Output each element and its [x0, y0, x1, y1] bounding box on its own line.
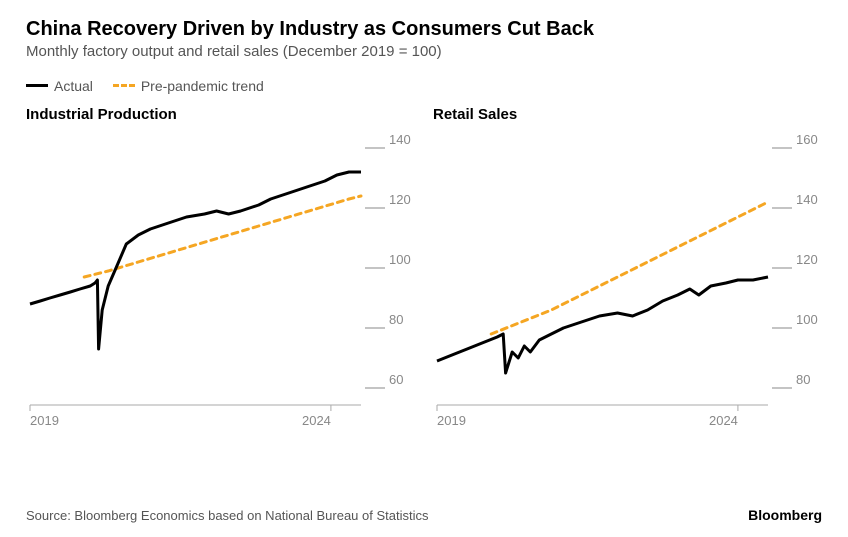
- ytick-label: 160: [796, 132, 818, 147]
- panels-row: Industrial Production 60 80 100 120 140 2019 2…: [26, 106, 822, 429]
- series-trend: [84, 196, 361, 277]
- ytick-label: 140: [796, 192, 818, 207]
- panel-industrial: Industrial Production 60 80 100 120 140 2019 2…: [26, 106, 415, 429]
- brand-label: Bloomberg: [748, 507, 822, 523]
- xtick-label: 2019: [30, 413, 59, 428]
- chart-title: China Recovery Driven by Industry as Con…: [26, 18, 822, 41]
- xtick-label: 2019: [437, 413, 466, 428]
- ytick-label: 100: [796, 312, 818, 327]
- xtick-label: 2024: [709, 413, 738, 428]
- chart-industrial: 60 80 100 120 140 2019 2024: [26, 129, 415, 429]
- series-actual: [30, 172, 361, 349]
- chart-svg-retail: 80 100 120 140 160 2019 2024: [433, 129, 822, 429]
- panel-title-industrial: Industrial Production: [26, 106, 415, 123]
- legend: Actual Pre-pandemic trend: [26, 74, 822, 94]
- panel-retail: Retail Sales 80 100 120 140 160 2019 2024: [433, 106, 822, 429]
- legend-swatch-actual: [26, 84, 48, 87]
- chart-retail: 80 100 120 140 160 2019 2024: [433, 129, 822, 429]
- legend-label-actual: Actual: [54, 78, 93, 94]
- ytick-label: 140: [389, 132, 411, 147]
- chart-subtitle: Monthly factory output and retail sales …: [26, 43, 822, 60]
- legend-item-trend: Pre-pandemic trend: [113, 78, 264, 94]
- ytick-label: 100: [389, 252, 411, 267]
- xtick-label: 2024: [302, 413, 331, 428]
- source-text: Source: Bloomberg Economics based on Nat…: [26, 508, 429, 523]
- ytick-label: 60: [389, 372, 403, 387]
- legend-label-trend: Pre-pandemic trend: [141, 78, 264, 94]
- chart-svg-industrial: 60 80 100 120 140 2019 2024: [26, 129, 415, 429]
- panel-title-retail: Retail Sales: [433, 106, 822, 123]
- footer-row: Source: Bloomberg Economics based on Nat…: [26, 507, 822, 523]
- ytick-label: 120: [796, 252, 818, 267]
- legend-item-actual: Actual: [26, 78, 93, 94]
- ytick-label: 80: [796, 372, 810, 387]
- ytick-label: 120: [389, 192, 411, 207]
- series-actual: [437, 277, 768, 373]
- ytick-label: 80: [389, 312, 403, 327]
- legend-swatch-trend: [113, 84, 135, 87]
- figure-container: { "title": "China Recovery Driven by Ind…: [0, 0, 848, 537]
